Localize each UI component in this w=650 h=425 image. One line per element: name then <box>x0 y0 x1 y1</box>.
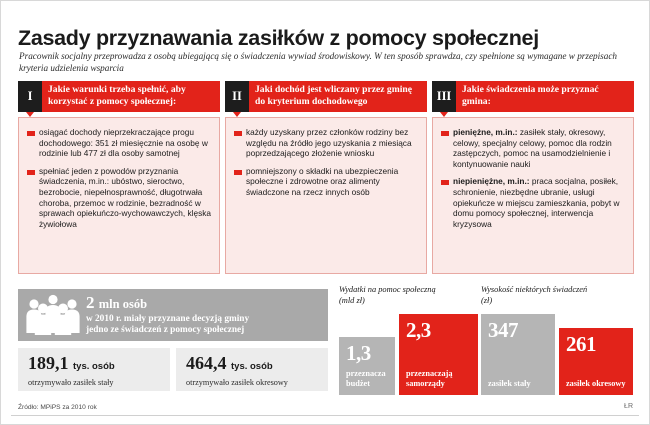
column-2-header: II Jaki dochód jest wliczany przez gminę… <box>225 81 427 117</box>
headline-stat-line-1: w 2010 r. miały przyznane decyzją gminy <box>86 313 250 324</box>
stat-box-caption: otrzymywało zasiłek okresowy <box>186 378 288 387</box>
headline-stat-value: 2 <box>86 292 95 312</box>
headline-stat-banner: 2 mln osób w 2010 r. miały przyznane dec… <box>18 289 328 341</box>
list-item: spełniać jeden z powodów przyznania świa… <box>27 166 211 230</box>
square-bullet-icon <box>441 180 449 186</box>
column-1-numeral: I <box>18 81 42 117</box>
column-3-heading: Jakie świadczenia może przyznać gmina: <box>462 84 599 107</box>
chart-wysokosc-title: Wysokość niektórych świadczeń (zł) <box>481 285 633 306</box>
list-item: pomniejszony o składki na ubezpieczenia … <box>234 166 418 198</box>
column-1-heading: Jakie warunki trzeba spełnić, aby korzys… <box>48 84 186 107</box>
stat-box-unit: tys. osób <box>73 361 115 372</box>
column-2-body: każdy uzyskany przez członków rodziny be… <box>225 117 427 274</box>
headline-stat-text: 2 mln osób w 2010 r. miały przyznane dec… <box>84 292 328 337</box>
bar-przeznacza-budzet: 1,3 przeznacza budżet <box>339 337 395 395</box>
column-3-numeral: III <box>432 81 456 117</box>
list-item-text: pomniejszony o składki na ubezpieczenia … <box>246 165 399 197</box>
list-item-lead: pieniężne, m.in.: <box>453 127 518 137</box>
chart-wydatki-bars: 1,3 przeznacza budżet 2,3 przeznaczają s… <box>339 314 478 395</box>
column-2-numeral: II <box>225 81 249 117</box>
page-title: Zasady przyznawania zasiłków z pomocy sp… <box>18 26 539 51</box>
chart-wysokosc-subtitle: (zł) <box>481 295 493 305</box>
section-column-1: I Jakie warunki trzeba spełnić, aby korz… <box>18 81 220 274</box>
column-1-header: I Jakie warunki trzeba spełnić, aby korz… <box>18 81 220 117</box>
column-3-body: pieniężne, m.in.: zasiłek stały, okresow… <box>432 117 634 274</box>
stat-box-value-row: 464,4 tys. osób <box>186 353 320 377</box>
list-item-text: osiągać dochody nieprzekraczające progu … <box>39 127 208 159</box>
stat-box-okresowy: 464,4 tys. osób otrzymywało zasiłek okre… <box>176 348 328 391</box>
column-1-body: osiągać dochody nieprzekraczające progu … <box>18 117 220 274</box>
page-subtitle: Pracownik socjalny przeprowadza z osobą … <box>19 51 618 73</box>
list-item-text: każdy uzyskany przez członków rodziny be… <box>246 127 412 159</box>
list-item-lead: niepieniężne, m.in.: <box>453 176 530 187</box>
footer-divider <box>11 415 639 416</box>
bar-label: przeznaczają samorządy <box>406 369 453 388</box>
chart-wysokosc: Wysokość niektórych świadczeń (zł) 347 z… <box>481 285 633 395</box>
bar-value: 2,3 <box>406 318 431 342</box>
bar-value: 1,3 <box>346 341 371 365</box>
stat-box-caption: otrzymywało zasiłek stały <box>28 378 114 387</box>
stat-box-value-row: 189,1 tys. osób <box>28 353 162 377</box>
headline-stat-value-row: 2 mln osób <box>86 292 328 313</box>
bar-label: przeznacza budżet <box>346 369 386 388</box>
chart-wydatki-title-line: Wydatki na pomoc społeczną <box>339 285 436 294</box>
list-item: osiągać dochody nieprzekraczające progu … <box>27 127 211 159</box>
section-column-2: II Jaki dochód jest wliczany przez gminę… <box>225 81 427 274</box>
people-group-icon <box>26 294 80 335</box>
stat-box-value: 464,4 <box>186 353 227 373</box>
section-column-3: III Jakie świadczenia może przyznać gmin… <box>432 81 634 274</box>
square-bullet-icon <box>441 131 449 136</box>
chart-wydatki-title: Wydatki na pomoc społeczną (mld zł) <box>339 285 467 306</box>
headline-stat-line-2: jedno ze świadczeń z pomocy społecznej <box>86 325 245 335</box>
chart-wysokosc-bars: 347 zasiłek stały 261 zasiłek okresowy <box>481 314 633 395</box>
column-3-header: III Jakie świadczenia może przyznać gmin… <box>432 81 634 117</box>
chart-wydatki: Wydatki na pomoc społeczną (mld zł) 1,3 … <box>339 285 478 395</box>
stat-box-value: 189,1 <box>28 353 69 373</box>
bar-zasilek-staly: 347 zasiłek stały <box>481 314 555 395</box>
chart-wydatki-subtitle: (mld zł) <box>339 295 365 305</box>
stat-box-unit: tys. osób <box>231 361 273 372</box>
bar-value: 347 <box>488 318 519 342</box>
square-bullet-icon <box>27 169 35 175</box>
list-item-text: spełniać jeden z powodów przyznania świa… <box>39 165 212 229</box>
column-2-heading: Jaki dochód jest wliczany przez gminę do… <box>255 84 412 107</box>
source-note: Źródło: MPiPS za 2010 rok <box>18 404 97 411</box>
list-item-text: pieniężne, m.in.: zasiłek stały, okresow… <box>453 127 625 169</box>
chart-wysokosc-title-line: Wysokość niektórych świadczeń <box>481 285 588 294</box>
square-bullet-icon <box>234 131 242 136</box>
list-item: niepieniężne, m.in.: praca socjalna, pos… <box>441 176 625 229</box>
list-item-rest: praca socjalna, posiłek, schronienie, ni… <box>453 176 620 229</box>
square-bullet-icon <box>234 169 242 175</box>
headline-stat-description: w 2010 r. miały przyznane decyzją gminy … <box>86 314 328 337</box>
author-credit: ŁR <box>624 403 633 410</box>
square-bullet-icon <box>27 131 35 136</box>
bar-label: zasiłek okresowy <box>566 379 626 388</box>
bar-value: 261 <box>566 332 597 356</box>
list-item-rest: zasiłek stały, okresowy, celowy, specjal… <box>453 127 612 169</box>
list-item: pieniężne, m.in.: zasiłek stały, okresow… <box>441 127 625 169</box>
list-item-text: niepieniężne, m.in.: praca socjalna, pos… <box>453 176 625 229</box>
bar-przeznaczaja-samorzady: 2,3 przeznaczają samorządy <box>399 314 478 395</box>
bar-zasilek-okresowy: 261 zasiłek okresowy <box>559 328 633 395</box>
headline-stat-unit: mln osób <box>98 296 148 311</box>
stat-box-stala: 189,1 tys. osób otrzymywało zasiłek stał… <box>18 348 170 391</box>
list-item: każdy uzyskany przez członków rodziny be… <box>234 127 418 159</box>
bar-label: zasiłek stały <box>488 379 531 388</box>
